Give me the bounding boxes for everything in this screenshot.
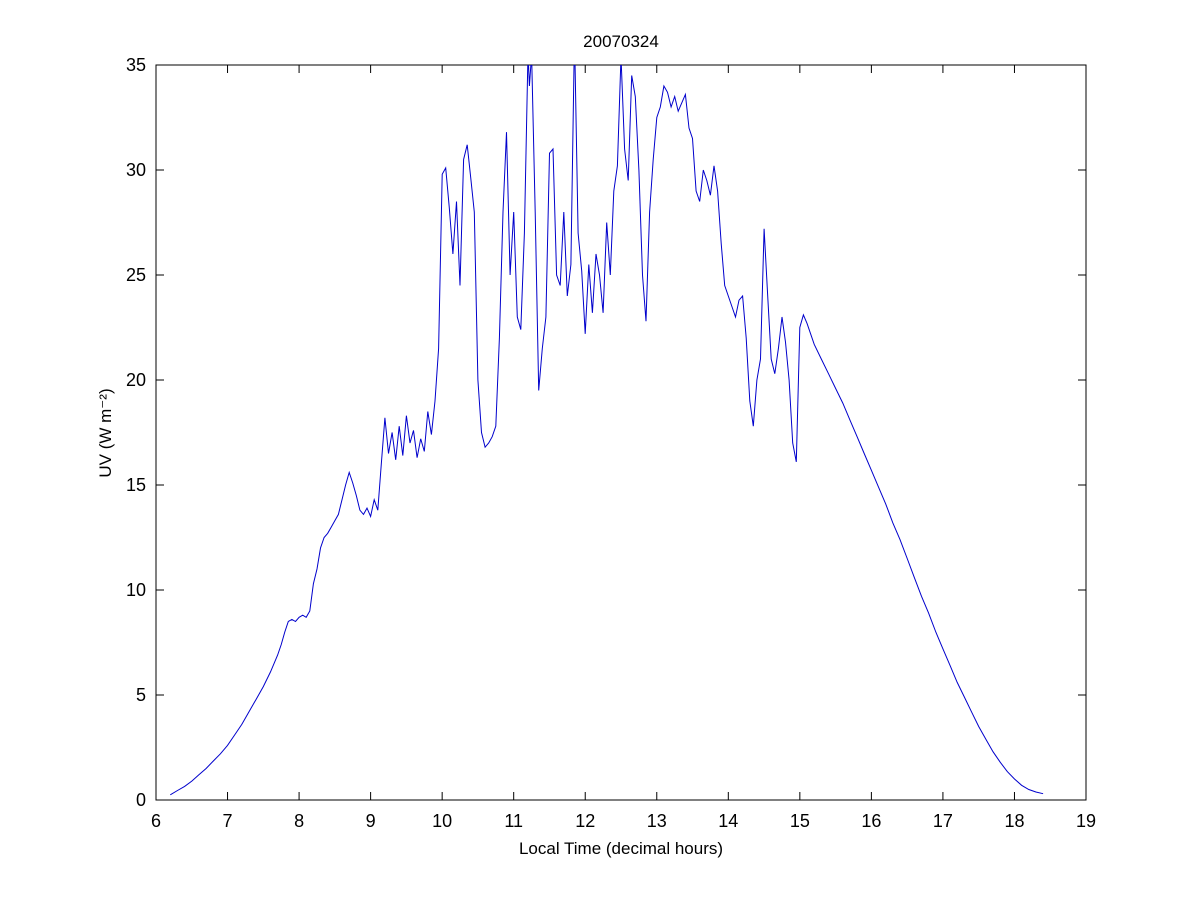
- x-tick-label: 16: [861, 811, 881, 831]
- x-tick-label: 19: [1076, 811, 1096, 831]
- y-tick-label: 35: [126, 55, 146, 75]
- x-tick-label: 10: [432, 811, 452, 831]
- y-tick-label: 25: [126, 265, 146, 285]
- y-tick-label: 30: [126, 160, 146, 180]
- chart-title: 20070324: [583, 32, 659, 51]
- y-tick-label: 15: [126, 475, 146, 495]
- y-tick-label: 0: [136, 790, 146, 810]
- uv-series-line: [170, 65, 1044, 796]
- x-tick-label: 8: [294, 811, 304, 831]
- y-tick-label: 20: [126, 370, 146, 390]
- x-tick-label: 6: [151, 811, 161, 831]
- x-tick-label: 9: [366, 811, 376, 831]
- x-tick-label: 14: [718, 811, 738, 831]
- x-axis-label: Local Time (decimal hours): [518, 839, 724, 858]
- y-tick-label: 10: [126, 580, 146, 600]
- x-tick-label: 12: [575, 811, 595, 831]
- x-tick-label: 15: [790, 811, 810, 831]
- y-tick-label: 5: [136, 685, 146, 705]
- y-axis-label: UV (W m⁻²): [96, 388, 115, 478]
- x-tick-label: 7: [223, 811, 233, 831]
- axes-box: [155, 64, 1087, 801]
- x-tick-label: 13: [647, 811, 667, 831]
- x-tick-label: 17: [933, 811, 953, 831]
- x-tick-label: 18: [1004, 811, 1024, 831]
- x-tick-label: 11: [504, 811, 523, 831]
